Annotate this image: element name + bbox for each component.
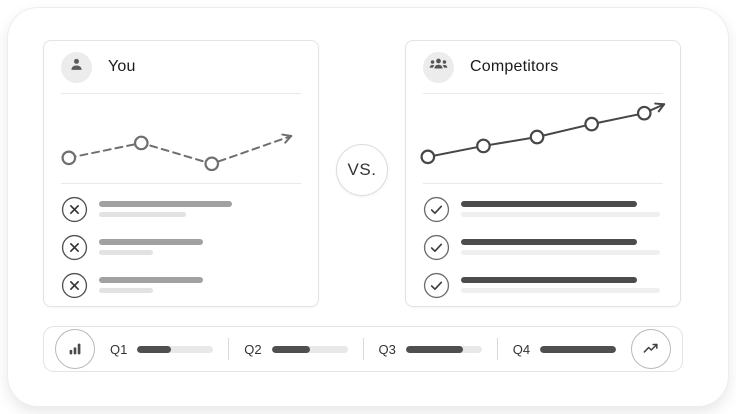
placeholder-bar-primary <box>461 201 637 207</box>
check-circle-icon <box>423 234 450 261</box>
placeholder-bar-secondary <box>461 288 660 293</box>
placeholder-bar-secondary <box>461 250 660 255</box>
avatar <box>423 51 454 83</box>
avatar <box>61 51 92 83</box>
quarter-progress-bar: Q1 Q2 Q3 Q4 <box>43 326 683 372</box>
you-trend-chart <box>44 94 318 183</box>
placeholder-bar-primary <box>461 277 637 283</box>
card-title: Competitors <box>470 58 559 75</box>
list-item <box>423 234 663 261</box>
competitors-trend-chart <box>406 94 680 183</box>
list-item <box>61 234 301 261</box>
divider <box>423 93 663 94</box>
placeholder-bar-primary <box>461 239 637 245</box>
x-circle-icon <box>61 272 88 299</box>
competitors-card: Competitors <box>405 40 681 307</box>
text-placeholder-bars <box>461 196 660 217</box>
quarter-q4: Q4 <box>512 341 617 357</box>
progress-fill <box>405 345 463 353</box>
text-placeholder-bars <box>99 272 203 293</box>
bar-chart-button[interactable] <box>55 329 95 369</box>
progress-track <box>271 345 348 353</box>
separator <box>496 338 498 360</box>
quarters: Q1 Q2 Q3 Q4 <box>95 338 631 360</box>
text-placeholder-bars <box>461 234 660 255</box>
quarter-label: Q1 <box>109 341 128 357</box>
you-card: You <box>43 40 319 307</box>
group-icon <box>428 54 449 80</box>
text-placeholder-bars <box>99 234 203 255</box>
list-item <box>423 272 663 299</box>
quarter-q3: Q3 <box>378 341 482 357</box>
you-card-header: You <box>44 41 318 93</box>
divider <box>423 183 663 184</box>
x-circle-icon <box>61 234 88 261</box>
x-circle-icon <box>61 196 88 223</box>
separator <box>362 338 364 360</box>
card-title: You <box>108 58 136 75</box>
you-feature-list <box>44 184 318 299</box>
quarter-label: Q4 <box>512 341 531 357</box>
placeholder-bar-secondary <box>99 250 153 255</box>
list-item <box>423 196 663 223</box>
placeholder-bar-secondary <box>99 212 186 217</box>
placeholder-bar-primary <box>99 201 232 207</box>
trending-up-button[interactable] <box>631 329 671 369</box>
progress-track <box>137 345 214 353</box>
trending-up-icon <box>641 339 661 359</box>
progress-fill <box>271 345 310 353</box>
check-circle-icon <box>423 196 450 223</box>
bar-chart-icon <box>65 339 85 359</box>
divider <box>61 93 301 94</box>
placeholder-bar-primary <box>99 239 203 245</box>
progress-fill <box>540 345 617 353</box>
check-circle-icon <box>423 272 450 299</box>
quarter-q2: Q2 <box>244 341 348 357</box>
vs-badge: VS. <box>336 144 388 196</box>
placeholder-bar-secondary <box>461 212 660 217</box>
progress-track <box>405 345 482 353</box>
text-placeholder-bars <box>461 272 660 293</box>
quarter-q1: Q1 <box>109 341 214 357</box>
comparison-panel: You VS. Competitors Q1 Q2 Q3 Q4 <box>8 8 728 406</box>
divider <box>61 183 301 184</box>
separator <box>228 338 230 360</box>
competitors-feature-list <box>406 184 680 299</box>
competitors-card-header: Competitors <box>406 41 680 93</box>
progress-fill <box>137 345 172 353</box>
quarter-label: Q2 <box>244 341 262 357</box>
list-item <box>61 196 301 223</box>
placeholder-bar-primary <box>99 277 203 283</box>
line-chart <box>61 133 293 172</box>
placeholder-bar-secondary <box>99 288 153 293</box>
line-chart <box>420 102 666 165</box>
quarter-label: Q3 <box>378 341 396 357</box>
progress-track <box>540 345 617 353</box>
person-icon <box>68 56 85 78</box>
list-item <box>61 272 301 299</box>
text-placeholder-bars <box>99 196 232 217</box>
